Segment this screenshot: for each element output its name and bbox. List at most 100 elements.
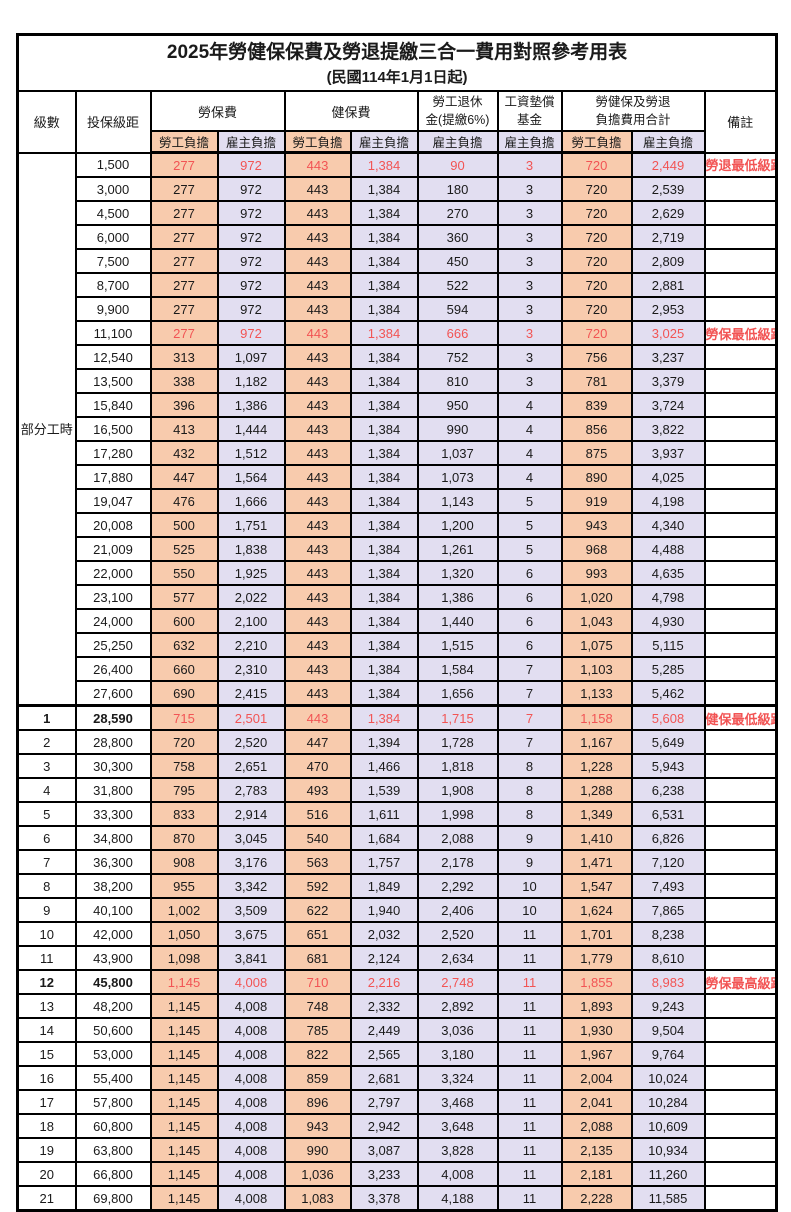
bracket-cell: 15,840 (74, 392, 152, 418)
value-cell: 1,384 (349, 680, 419, 707)
header-row-burden: 勞工負擔 雇主負擔 勞工負擔 雇主負擔 雇主負擔 雇主負擔 勞工負擔 雇主負擔 (18, 130, 777, 154)
value-cell: 720 (560, 224, 633, 250)
value-cell: 1,930 (560, 1017, 633, 1043)
bracket-cell: 13,500 (74, 368, 152, 394)
value-cell: 1,073 (416, 464, 499, 490)
value-cell: 972 (216, 224, 286, 250)
bracket-cell: 17,880 (74, 464, 152, 490)
table-row: 16 55,400 1,145 4,008 859 2,681 3,324 11 2,004 10… (16, 1065, 778, 1091)
value-cell: 4,008 (216, 1065, 286, 1091)
value-cell: 1,158 (560, 704, 633, 731)
value-cell: 2,520 (216, 729, 286, 755)
value-cell: 11 (496, 1161, 563, 1187)
value-cell: 4,008 (216, 969, 286, 995)
value-cell: 443 (283, 440, 352, 466)
value-cell: 5,285 (630, 656, 706, 682)
value-cell: 1,384 (349, 248, 419, 274)
table-row: 19 63,800 1,145 4,008 990 3,087 3,828 11 2,135 10… (16, 1137, 778, 1163)
value-cell: 3,724 (630, 392, 706, 418)
header-remark: 備註 (703, 90, 778, 154)
bracket-cell: 12,540 (74, 344, 152, 370)
value-cell: 8,610 (630, 945, 706, 971)
value-cell: 447 (283, 729, 352, 755)
bracket-cell: 42,000 (74, 921, 152, 947)
table-row: 部分工時 1,500 277 972 443 1,384 90 3 720 2,449 勞退最低級距 (16, 151, 778, 707)
value-cell: 2,539 (630, 176, 706, 202)
value-cell: 8 (496, 801, 563, 827)
value-cell: 443 (283, 704, 352, 731)
value-cell: 4,008 (216, 1113, 286, 1139)
value-cell: 443 (283, 656, 352, 682)
value-cell: 1,103 (560, 656, 633, 682)
table-row: 11 43,900 1,098 3,841 681 2,124 2,634 11 1,779 8,… (16, 945, 778, 971)
value-cell: 443 (283, 608, 352, 634)
bracket-cell: 9,900 (74, 296, 152, 322)
value-cell: 4,798 (630, 584, 706, 610)
remark-cell (703, 873, 778, 899)
value-cell: 1,145 (149, 1041, 219, 1067)
value-cell: 890 (560, 464, 633, 490)
remark-cell (703, 1185, 778, 1212)
bracket-cell: 3,000 (74, 176, 152, 202)
value-cell: 681 (283, 945, 352, 971)
remark-cell: 健保最低級距 (703, 704, 778, 731)
title-row: 2025年勞健保保費及勞退提繳三合一費用對照參考用表 (民國114年1月1日起) (16, 33, 778, 92)
value-cell: 443 (283, 368, 352, 394)
value-cell: 3 (496, 151, 563, 178)
value-cell: 4,008 (216, 1041, 286, 1067)
value-cell: 2,100 (216, 608, 286, 634)
table-row: 14 50,600 1,145 4,008 785 2,449 3,036 11 1,930 9,… (16, 1017, 778, 1043)
table-row: 16,500 413 1,444 443 1,384 990 4 856 3,822 (18, 416, 778, 442)
table-row: 9 40,100 1,002 3,509 622 1,940 2,406 10 1,624 7,8… (16, 897, 778, 923)
value-cell: 3 (496, 296, 563, 322)
value-cell: 1,466 (349, 753, 419, 779)
remark-cell (703, 416, 778, 442)
subheader-total-employer: 雇主負擔 (630, 130, 706, 154)
bracket-cell: 63,800 (74, 1137, 152, 1163)
value-cell: 2,953 (630, 296, 706, 322)
value-cell: 1,384 (349, 392, 419, 418)
table-row: 12 45,800 1,145 4,008 710 2,216 2,748 11 1,855 8,… (16, 969, 778, 995)
value-cell: 2,629 (630, 200, 706, 226)
remark-cell (703, 296, 778, 322)
value-cell: 5,649 (630, 729, 706, 755)
value-cell: 972 (216, 272, 286, 298)
value-cell: 313 (149, 344, 219, 370)
value-cell: 4,188 (416, 1185, 499, 1212)
value-cell: 6 (496, 584, 563, 610)
value-cell: 5,608 (630, 704, 706, 731)
value-cell: 2,178 (416, 849, 499, 875)
remark-cell (703, 849, 778, 875)
value-cell: 550 (149, 560, 219, 586)
remark-cell (703, 993, 778, 1019)
value-cell: 7,120 (630, 849, 706, 875)
bracket-cell: 24,000 (74, 608, 152, 634)
value-cell: 522 (416, 272, 499, 298)
value-cell: 4 (496, 464, 563, 490)
value-cell: 1,666 (216, 488, 286, 514)
value-cell: 4,008 (216, 1017, 286, 1043)
value-cell: 822 (283, 1041, 352, 1067)
bracket-cell: 16,500 (74, 416, 152, 442)
value-cell: 972 (216, 200, 286, 226)
level-cell: 15 (16, 1041, 77, 1067)
table-row: 21,009 525 1,838 443 1,384 1,261 5 968 4,488 (18, 536, 778, 562)
value-cell: 1,818 (416, 753, 499, 779)
table-row: 8,700 277 972 443 1,384 522 3 720 2,881 (18, 272, 778, 298)
value-cell: 277 (149, 224, 219, 250)
table-row: 20 66,800 1,145 4,008 1,036 3,233 4,008 11 2,181… (16, 1161, 778, 1187)
value-cell: 908 (149, 849, 219, 875)
value-cell: 9,504 (630, 1017, 706, 1043)
table-body: 部分工時 1,500 277 972 443 1,384 90 3 720 2,449 勞退最低級距… (16, 151, 778, 1212)
level-cell: 7 (16, 849, 77, 875)
value-cell: 943 (560, 512, 633, 538)
value-cell: 9,764 (630, 1041, 706, 1067)
value-cell: 3 (496, 224, 563, 250)
value-cell: 432 (149, 440, 219, 466)
value-cell: 720 (560, 200, 633, 226)
value-cell: 720 (560, 176, 633, 202)
value-cell: 3,937 (630, 440, 706, 466)
value-cell: 1,849 (349, 873, 419, 899)
value-cell: 11 (496, 945, 563, 971)
remark-cell (703, 632, 778, 658)
